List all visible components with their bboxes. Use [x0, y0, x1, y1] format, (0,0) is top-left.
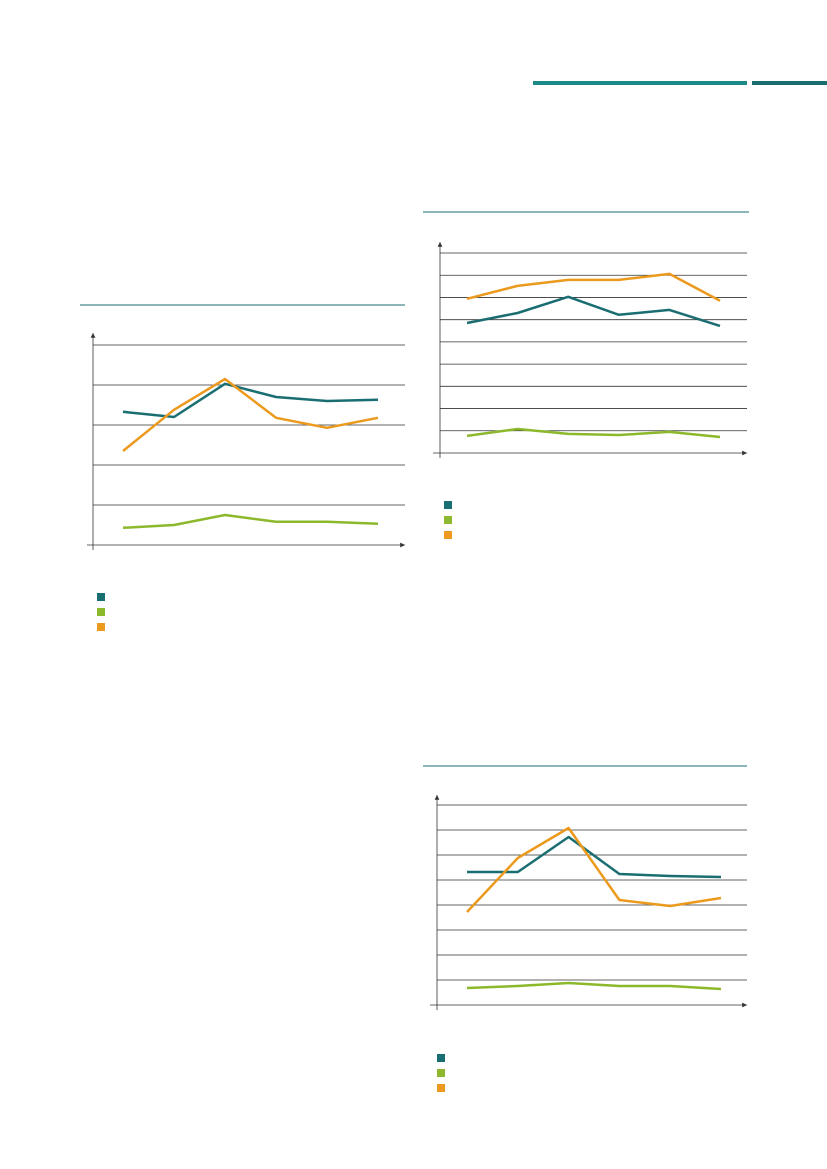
- series-line: [122, 513, 379, 530]
- series-line: [466, 981, 722, 991]
- legend-swatch: [437, 1054, 445, 1062]
- legend-swatch: [444, 531, 452, 539]
- header-bar: [533, 81, 747, 85]
- legend-swatch: [437, 1084, 445, 1092]
- legend-swatch: [97, 593, 105, 601]
- series-line: [122, 382, 379, 419]
- series-line: [466, 826, 722, 913]
- header-bar: [752, 81, 827, 85]
- legend-swatch: [444, 501, 452, 509]
- series-line: [122, 377, 379, 452]
- series-line: [467, 835, 722, 879]
- legend-swatch: [444, 516, 452, 524]
- series-line: [466, 272, 721, 302]
- series-line: [466, 295, 721, 328]
- legend-swatch: [97, 608, 105, 616]
- series-line: [466, 427, 721, 439]
- legend-swatch: [437, 1069, 445, 1077]
- legend-swatch: [97, 623, 105, 631]
